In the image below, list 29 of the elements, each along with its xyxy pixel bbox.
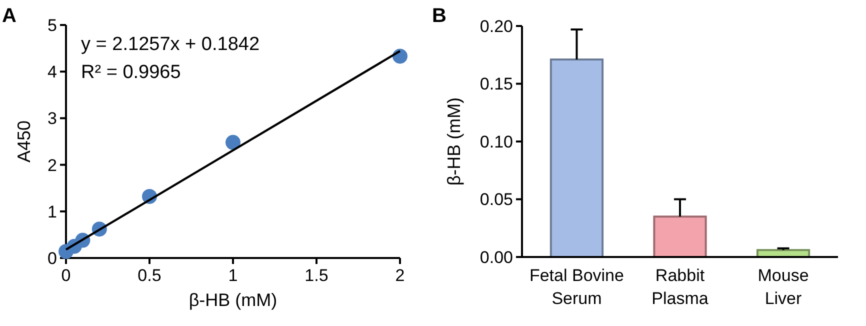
y-tick-label: 0.15 [480, 74, 513, 94]
y-tick-label: 2 [48, 156, 57, 175]
x-tick-label: Mouse Liver [758, 266, 809, 308]
chart-title: B [432, 5, 446, 27]
x-axis-title: β-HB (mM) [188, 290, 278, 310]
chart-title: A [2, 5, 16, 27]
point [226, 134, 240, 150]
y-tick-label: 0.00 [480, 248, 513, 267]
y-axis-title: β-HB (mM) [444, 97, 464, 186]
x-tick-label: Rabbit Plasma [652, 266, 709, 308]
y-tick-label: 4 [48, 62, 57, 82]
x-tick-label: 1.5 [304, 266, 328, 285]
bar [653, 216, 707, 258]
y-axis-title: A450 [14, 120, 34, 163]
y-tick-label: 0 [48, 248, 57, 268]
x-tick-label: 0 [61, 266, 71, 285]
annotation: y = 2.1257x + 0.1842 [81, 34, 260, 55]
x-tick-label: 1 [228, 266, 238, 285]
x-tick-label: 2 [395, 266, 405, 285]
y-tick-label: 1 [48, 202, 57, 222]
y-tick-label: 0.20 [480, 16, 513, 36]
bar [550, 58, 604, 258]
y-tick-label: 0.10 [480, 132, 513, 152]
annotation: R² = 0.9965 [81, 62, 181, 83]
y-tick-label: 0.05 [480, 190, 513, 210]
x-tick-label: Fetal Bovine Serum [529, 266, 624, 308]
y-tick-label: 5 [48, 16, 57, 35]
y-tick-label: 3 [48, 109, 57, 128]
x-tick-label: 0.5 [138, 266, 162, 285]
